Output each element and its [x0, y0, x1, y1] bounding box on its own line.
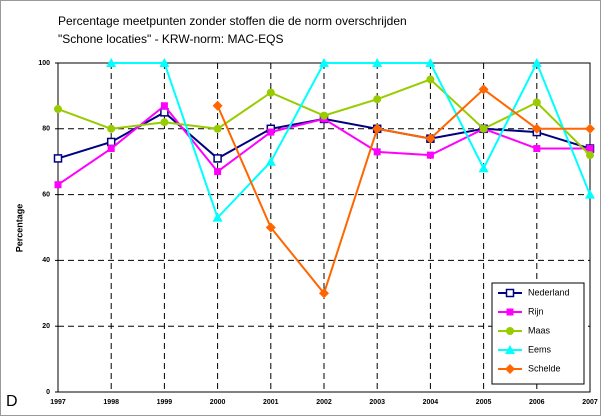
- marker: [533, 145, 541, 153]
- marker: [107, 124, 116, 133]
- marker: [505, 345, 515, 354]
- series-line: [111, 60, 591, 220]
- marker: [212, 212, 223, 222]
- marker: [54, 181, 62, 189]
- y-tick-label: 60: [42, 191, 50, 198]
- marker: [53, 154, 63, 163]
- marker: [212, 100, 223, 111]
- marker: [160, 102, 168, 110]
- y-tick-label: 0: [46, 389, 50, 396]
- x-tick-label: 1999: [157, 399, 173, 406]
- x-tick-label: 2004: [423, 399, 439, 406]
- x-tick-label: 1998: [103, 399, 119, 406]
- marker: [373, 95, 382, 104]
- marker: [319, 58, 329, 67]
- marker: [426, 75, 435, 84]
- marker: [479, 124, 488, 133]
- y-tick-label: 80: [42, 126, 50, 133]
- marker: [532, 98, 541, 107]
- marker: [265, 222, 276, 233]
- marker: [506, 327, 514, 335]
- marker: [54, 105, 62, 114]
- marker: [213, 154, 222, 163]
- marker: [373, 148, 381, 156]
- marker: [586, 145, 594, 153]
- marker: [585, 123, 595, 134]
- x-tick-label: 2006: [529, 399, 545, 406]
- legend-label: Eems: [528, 344, 552, 354]
- x-tick-label: 2007: [582, 399, 598, 406]
- marker: [319, 288, 329, 299]
- x-tick-label: 2000: [210, 399, 226, 406]
- chart-subtitle: "Schone locaties" - KRW-norm: MAC-EQS: [58, 32, 283, 46]
- marker: [425, 133, 436, 144]
- x-tick-label: 1997: [50, 399, 66, 406]
- legend-label: Rijn: [528, 306, 544, 316]
- marker: [585, 189, 595, 199]
- marker: [425, 58, 436, 67]
- x-tick-label: 2001: [263, 399, 279, 406]
- chart-title: Percentage meetpunten zonder stoffen die…: [58, 14, 407, 28]
- marker: [505, 288, 515, 298]
- marker: [106, 58, 117, 67]
- marker: [531, 123, 542, 134]
- marker: [213, 124, 222, 133]
- marker: [265, 156, 276, 166]
- y-tick-label: 100: [38, 60, 50, 67]
- marker: [267, 128, 275, 136]
- marker: [106, 137, 116, 147]
- marker: [478, 163, 489, 173]
- marker: [159, 58, 170, 67]
- marker: [372, 58, 383, 67]
- marker: [320, 111, 328, 120]
- marker: [478, 84, 489, 95]
- marker: [426, 151, 434, 159]
- marker: [160, 118, 169, 127]
- marker: [372, 123, 383, 134]
- x-tick-label: 2002: [316, 399, 332, 406]
- series-line: [216, 88, 590, 296]
- legend-label: Nederland: [528, 287, 570, 297]
- marker: [107, 145, 115, 153]
- marker: [586, 151, 594, 160]
- y-axis-label: Percentage: [14, 204, 24, 253]
- marker: [505, 364, 515, 374]
- panel-label: D: [6, 393, 18, 410]
- marker: [266, 88, 275, 97]
- marker: [506, 308, 514, 316]
- legend-label: Schelde: [528, 363, 561, 373]
- x-tick-label: 2005: [476, 399, 492, 406]
- x-tick-label: 2003: [369, 399, 385, 406]
- y-tick-label: 20: [42, 323, 50, 330]
- y-tick-label: 40: [42, 257, 50, 264]
- marker: [531, 58, 542, 67]
- legend-label: Maas: [528, 325, 551, 335]
- marker: [214, 168, 222, 176]
